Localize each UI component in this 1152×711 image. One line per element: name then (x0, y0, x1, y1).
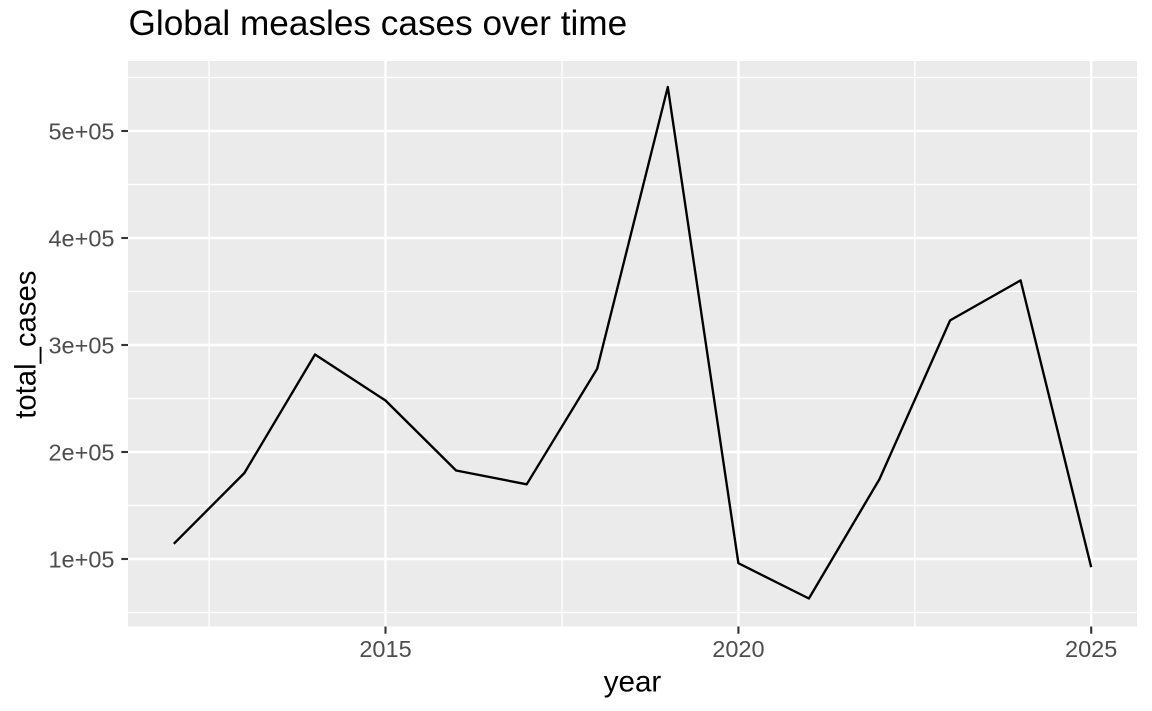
svg-text:1e+05: 1e+05 (48, 546, 114, 572)
svg-text:Global measles cases over time: Global measles cases over time (129, 4, 628, 43)
svg-text:year: year (604, 666, 662, 699)
svg-text:total_cases: total_cases (10, 271, 43, 419)
svg-text:4e+05: 4e+05 (48, 225, 114, 251)
svg-text:5e+05: 5e+05 (48, 118, 114, 144)
svg-text:2025: 2025 (1065, 636, 1117, 662)
svg-text:2020: 2020 (712, 636, 764, 662)
svg-text:3e+05: 3e+05 (48, 332, 114, 358)
svg-text:2015: 2015 (359, 636, 411, 662)
svg-text:2e+05: 2e+05 (48, 439, 114, 465)
